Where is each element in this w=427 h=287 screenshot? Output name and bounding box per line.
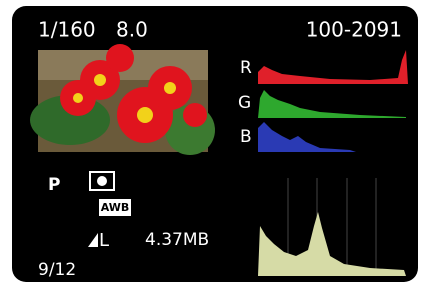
page: 1/160 8.0 100-2091 R G B P xyxy=(0,0,427,287)
camera-screen: 1/160 8.0 100-2091 R G B P xyxy=(0,0,427,287)
shooting-mode: P xyxy=(48,175,60,195)
aperture: 8.0 xyxy=(116,18,148,42)
photo-thumbnail xyxy=(30,44,215,155)
shutter-speed: 1/160 xyxy=(38,18,96,42)
image-index: 9/12 xyxy=(38,260,76,280)
image-quality: L xyxy=(99,230,109,251)
channel-label: B xyxy=(240,127,252,147)
channel-label: G xyxy=(238,93,251,113)
luminance-histogram xyxy=(258,178,406,276)
white-balance: AWB xyxy=(101,201,130,214)
file-size: 4.37MB xyxy=(145,230,209,250)
file-number: 100-2091 xyxy=(306,18,402,42)
channel-label: R xyxy=(240,58,252,78)
